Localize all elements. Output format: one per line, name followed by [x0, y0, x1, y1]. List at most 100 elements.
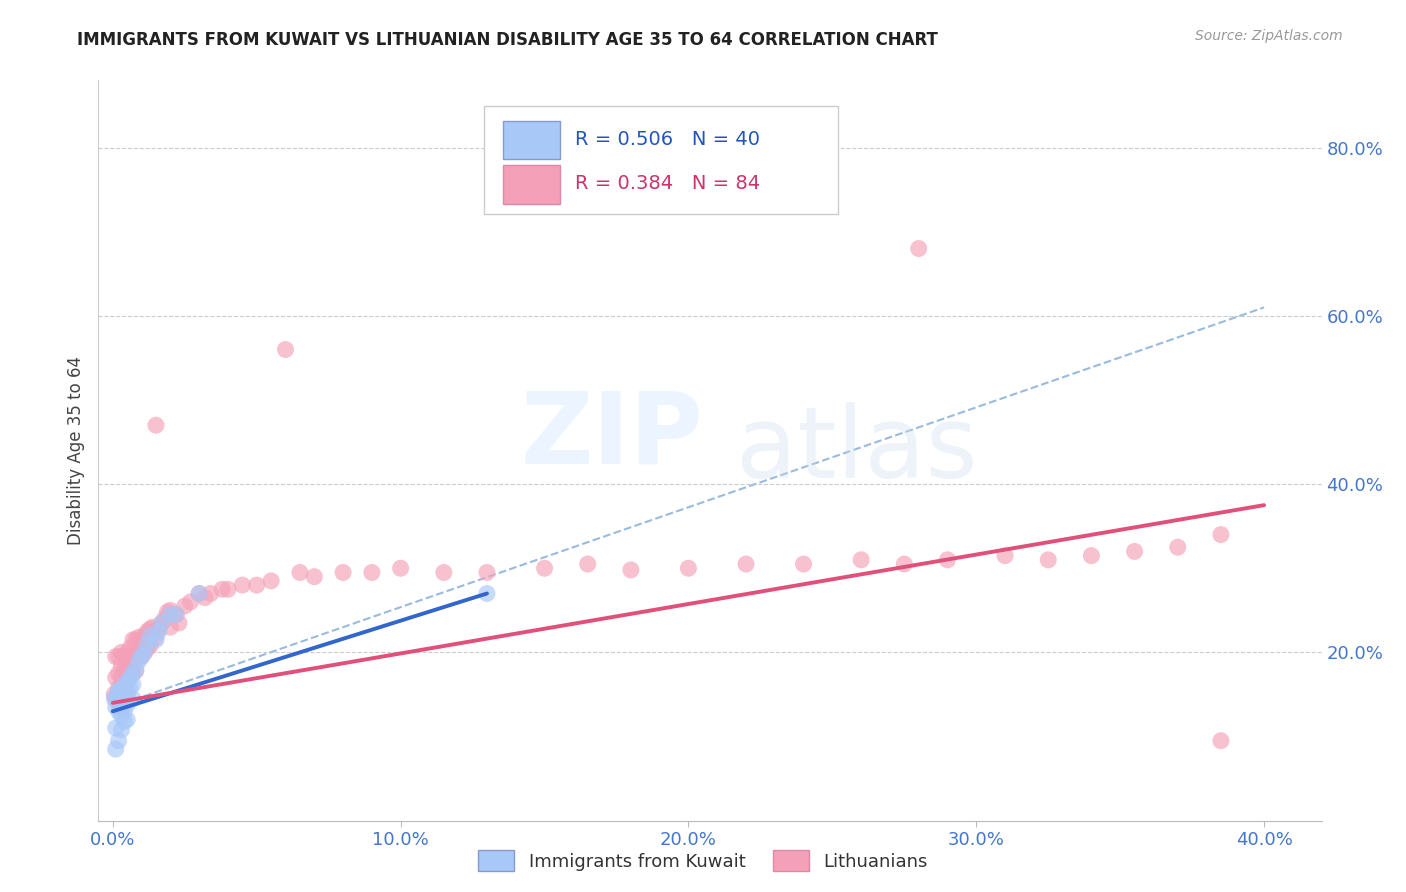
Point — [165, 607, 187, 622]
Point — [122, 691, 145, 706]
Point — [167, 615, 190, 630]
Point — [107, 649, 129, 664]
Point — [110, 683, 132, 698]
Point — [115, 698, 138, 712]
Point — [107, 733, 129, 747]
Point — [849, 553, 872, 567]
Point — [139, 639, 162, 653]
Point — [131, 632, 153, 647]
Point — [159, 603, 181, 617]
Point — [104, 742, 127, 756]
Point — [136, 637, 159, 651]
Point — [120, 671, 142, 685]
Point — [110, 698, 132, 712]
Point — [112, 679, 135, 693]
Point — [131, 649, 153, 664]
Point — [134, 645, 156, 659]
Point — [1080, 549, 1102, 563]
Point — [246, 578, 269, 592]
Point — [104, 671, 127, 685]
Point — [104, 649, 127, 664]
Point — [136, 624, 159, 639]
Point — [110, 708, 132, 723]
Point — [104, 721, 127, 735]
FancyBboxPatch shape — [503, 165, 560, 204]
Point — [159, 620, 181, 634]
Text: atlas: atlas — [735, 402, 977, 499]
Text: R = 0.384   N = 84: R = 0.384 N = 84 — [575, 175, 761, 194]
Point — [122, 666, 145, 681]
Point — [165, 607, 187, 622]
Point — [115, 674, 138, 689]
Point — [112, 704, 135, 718]
Point — [735, 557, 758, 571]
Point — [107, 696, 129, 710]
Point — [893, 557, 915, 571]
Point — [145, 632, 167, 647]
Point — [200, 586, 222, 600]
Point — [173, 599, 195, 613]
Point — [148, 622, 170, 636]
Point — [115, 683, 138, 698]
Point — [110, 658, 132, 673]
Point — [288, 566, 311, 580]
Point — [936, 553, 959, 567]
Point — [274, 343, 297, 357]
Point — [1038, 553, 1060, 567]
Point — [115, 673, 138, 687]
Point — [125, 662, 148, 676]
Point — [475, 586, 498, 600]
Point — [360, 566, 382, 580]
Point — [1209, 733, 1232, 747]
Point — [260, 574, 283, 588]
Point — [188, 586, 211, 600]
Point — [103, 688, 125, 702]
Point — [120, 658, 142, 673]
Point — [907, 242, 929, 256]
Point — [107, 666, 129, 681]
Point — [148, 624, 170, 639]
Point — [433, 566, 456, 580]
Point — [533, 561, 555, 575]
FancyBboxPatch shape — [503, 121, 560, 160]
Point — [793, 557, 815, 571]
Point — [107, 683, 129, 698]
Point — [104, 700, 127, 714]
Point — [136, 641, 159, 656]
FancyBboxPatch shape — [484, 106, 838, 213]
Point — [131, 649, 153, 664]
Point — [142, 620, 165, 634]
Point — [231, 578, 253, 592]
Point — [139, 622, 162, 636]
Point — [120, 641, 142, 656]
Point — [107, 696, 129, 710]
Point — [115, 689, 138, 703]
Point — [134, 645, 156, 659]
Point — [156, 605, 179, 619]
Point — [110, 645, 132, 659]
Point — [115, 645, 138, 659]
Text: ZIP: ZIP — [520, 387, 703, 484]
Point — [115, 713, 138, 727]
Text: IMMIGRANTS FROM KUWAIT VS LITHUANIAN DISABILITY AGE 35 TO 64 CORRELATION CHART: IMMIGRANTS FROM KUWAIT VS LITHUANIAN DIS… — [77, 31, 938, 49]
Point — [150, 615, 173, 630]
Point — [125, 632, 148, 647]
Point — [125, 664, 148, 678]
Point — [107, 681, 129, 695]
Point — [125, 645, 148, 659]
Point — [128, 630, 150, 644]
Point — [104, 691, 127, 706]
Point — [110, 723, 132, 737]
Point — [159, 607, 181, 622]
Point — [105, 688, 128, 702]
Point — [150, 615, 173, 630]
Point — [103, 691, 125, 706]
Point — [332, 566, 354, 580]
Point — [1123, 544, 1146, 558]
Point — [304, 569, 326, 583]
Point — [128, 649, 150, 664]
Point — [576, 557, 599, 571]
Point — [145, 418, 167, 433]
Point — [188, 586, 211, 600]
Point — [112, 714, 135, 729]
